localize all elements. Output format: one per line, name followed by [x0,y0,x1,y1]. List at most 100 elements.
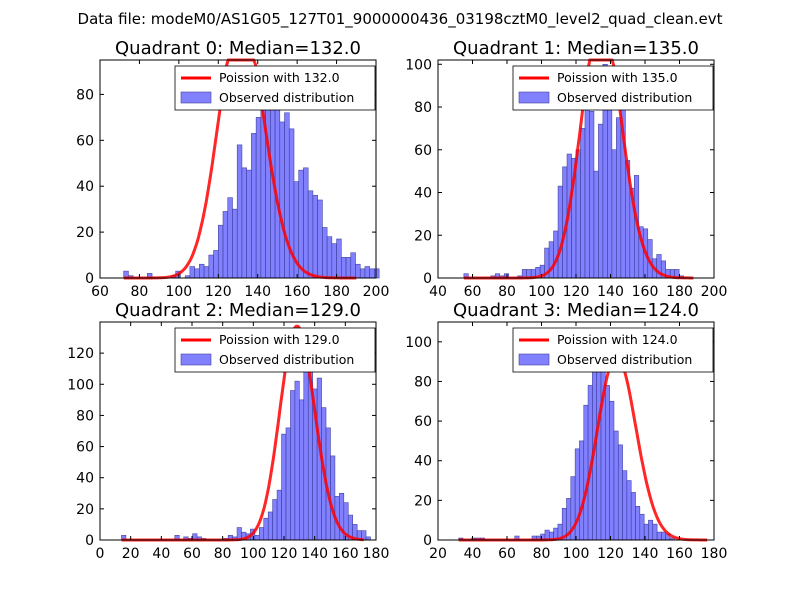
histogram-bar [279,121,285,279]
histogram-bar [617,444,623,541]
histogram-bar [272,499,278,541]
histogram-bar [213,250,219,279]
histogram-bar [656,531,662,541]
y-tick-label: 80 [76,87,94,103]
x-tick-label: 160 [332,546,359,562]
x-tick-label: 20 [429,546,447,562]
x-tick-label: 120 [205,284,232,300]
histogram-bar [598,123,604,279]
y-tick-label: 20 [76,502,94,518]
histogram-bar [589,110,595,279]
legend-fit-label: Poission with 132.0 [219,70,340,85]
histogram-bar [593,170,599,279]
legend-hist-swatch [180,91,212,104]
histogram-bar [317,199,323,279]
histogram-bar [611,149,617,279]
histogram-bar [374,268,380,279]
histogram-bar [355,263,361,279]
x-tick-label: 140 [244,284,271,300]
x-tick-label: 180 [666,284,693,300]
y-tick-label: 80 [414,374,432,390]
histogram-bar [336,238,342,279]
legend-hist-swatch [518,91,550,104]
legend-hist-swatch [180,353,212,366]
y-tick-label: 100 [405,335,432,351]
panel-title: Quadrant 0: Median=132.0 [115,38,361,59]
legend-hist-label: Observed distribution [219,90,354,105]
histogram-bar [626,480,632,541]
x-tick-label: 120 [563,284,590,300]
y-tick-label: 60 [76,133,94,149]
histogram-bar [326,236,333,279]
figure-title: Data file: modeM0/AS1G05_127T01_90000004… [78,10,723,29]
y-tick-label: 40 [414,454,432,470]
histogram-bar [605,385,610,541]
histogram-bar [600,349,606,541]
x-tick-label: 60 [183,546,201,562]
histogram-bar [285,427,291,541]
legend-hist-swatch [518,353,550,366]
x-tick-label: 60 [498,546,516,562]
quadrant-panel-2: Quadrant 2: Median=129.00 20 40 60 80 100 120 1… [67,300,389,562]
histogram-bar [227,197,233,279]
y-tick-label: 20 [76,225,94,241]
panel-title: Quadrant 3: Median=124.0 [453,300,699,321]
x-tick-label: 80 [214,546,232,562]
x-tick-label: 100 [563,546,590,562]
histogram-bar [251,133,257,279]
x-tick-label: 120 [271,546,298,562]
legend: Poission with 132.0 Observed distribution [174,65,376,111]
histogram-bar [232,208,238,279]
legend: Poission with 129.0 Observed distribution [174,327,376,373]
x-tick-label: 80 [131,284,149,300]
histogram-bar [299,399,305,541]
quadrant-panel-0: Quadrant 0: Median=132.0 60 80 100 120 140 160… [76,38,536,300]
y-tick-label: 20 [414,228,432,244]
x-tick-label: 140 [597,284,624,300]
x-tick-label: 100 [165,284,192,300]
histogram-bar [189,266,195,279]
y-tick-label: 60 [76,440,94,456]
x-tick-label: 40 [464,546,482,562]
histogram-bar [345,257,352,279]
y-tick-label: 0 [423,533,432,549]
legend-hist-label: Observed distribution [219,352,354,367]
x-tick-label: 200 [363,284,390,300]
histogram-bar [331,243,337,279]
x-tick-label: 0 [96,546,105,562]
histogram-bar [199,263,205,279]
histogram-bar [208,254,214,279]
x-tick-label: 60 [91,284,109,300]
legend: Poission with 124.0 Observed distribution [512,327,714,373]
x-tick-label: 160 [284,284,311,300]
y-tick-label: 0 [423,271,432,287]
y-tick-label: 0 [85,533,94,549]
y-tick-label: 40 [76,179,94,195]
y-tick-label: 0 [85,271,94,287]
histogram-bar [222,211,229,279]
x-tick-label: 40 [429,284,447,300]
histogram-bar [580,128,586,279]
histogram-bar [583,404,589,541]
y-tick-label: 80 [76,408,94,424]
histogram-bar [341,257,347,279]
histogram-bar [217,224,224,279]
histogram-bar [276,489,282,541]
histogram-bar [652,523,658,541]
y-tick-label: 100 [67,377,94,393]
x-tick-label: 20 [122,546,140,562]
histogram-bar [609,400,615,541]
histogram-bar [263,517,269,541]
legend-hist-label: Observed distribution [557,352,692,367]
y-tick-label: 40 [414,186,432,202]
x-tick-label: 140 [301,546,328,562]
x-tick-label: 180 [363,546,390,562]
histogram-bar [259,527,265,541]
x-tick-label: 180 [323,284,350,300]
histogram-bar [648,519,654,541]
panel-title: Quadrant 2: Median=129.0 [115,300,361,321]
histogram-bar [613,430,619,541]
histogram-bar [330,455,336,541]
legend-fit-label: Poission with 124.0 [557,332,678,347]
